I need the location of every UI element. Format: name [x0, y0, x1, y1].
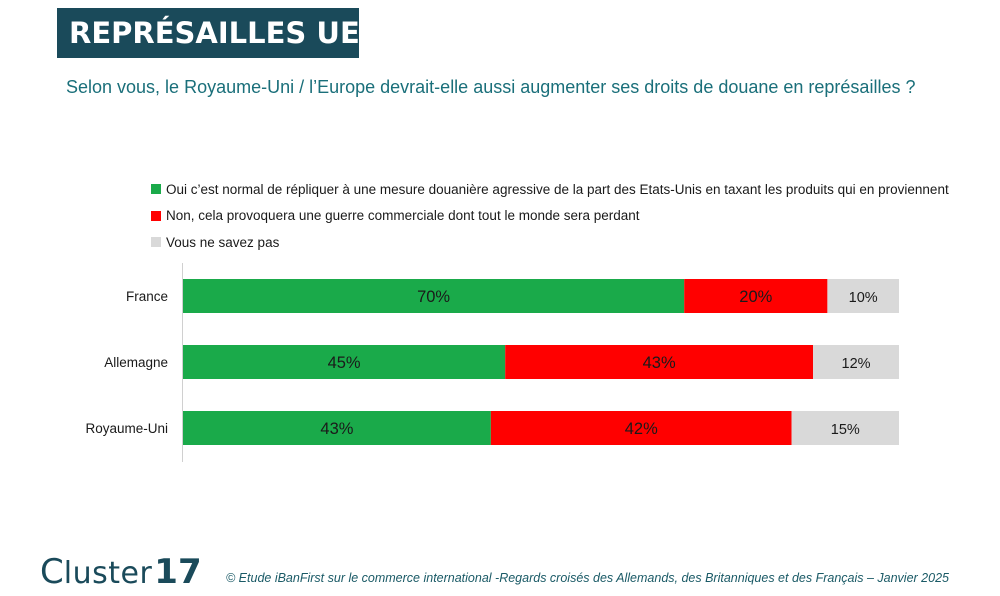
page-title: REPRÉSAILLES UE [57, 8, 360, 58]
bar-segment [791, 411, 899, 445]
data-label: 43% [643, 354, 676, 372]
data-label: 12% [842, 356, 871, 372]
category-label: Royaume-Uni [85, 421, 168, 436]
bar-segment [183, 345, 506, 379]
legend-swatch-yes [151, 184, 161, 195]
legend-item-no: Non, cela provoquera une guerre commerci… [151, 203, 949, 230]
survey-question: Selon vous, le Royaume-Uni / l’Europe de… [66, 77, 916, 97]
legend-item-dont-know: Vous ne savez pas [151, 229, 949, 256]
data-label: 43% [320, 420, 353, 438]
bar-segment [684, 279, 828, 313]
source-footnote: © Etude iBanFirst sur le commerce intern… [226, 571, 949, 585]
legend-label-yes: Oui c’est normal de répliquer à une mesu… [166, 181, 949, 197]
bar-segment [827, 279, 899, 313]
data-label: 70% [417, 288, 450, 306]
bar-segment [183, 411, 491, 445]
bar-segment [813, 345, 899, 379]
category-label: France [126, 289, 168, 304]
legend-swatch-no [151, 210, 161, 221]
legend-label-no: Non, cela provoquera une guerre commerci… [166, 208, 640, 224]
legend-item-yes: Oui c’est normal de répliquer à une mesu… [151, 176, 949, 203]
category-label: Allemagne [104, 355, 168, 370]
logo-number: 17 [154, 552, 202, 592]
logo-word: luster [63, 556, 153, 591]
legend-label-dont-know: Vous ne savez pas [166, 234, 280, 250]
data-label: 20% [739, 288, 772, 306]
data-label: 15% [831, 422, 860, 438]
chart-legend: Oui c’est normal de répliquer à une mesu… [151, 176, 949, 256]
logo-letter: C [40, 552, 64, 592]
data-label: 42% [625, 420, 658, 438]
bar-segment [505, 345, 814, 379]
bar-segment [490, 411, 792, 445]
bar-segment [183, 279, 685, 313]
stacked-bar-chart: France 70% 20% 10% Allemagne 45% 43% 12% Royaume… [85, 263, 899, 462]
data-label: 10% [849, 290, 878, 306]
data-label: 45% [328, 354, 361, 372]
legend-swatch-dont-know [151, 237, 161, 248]
